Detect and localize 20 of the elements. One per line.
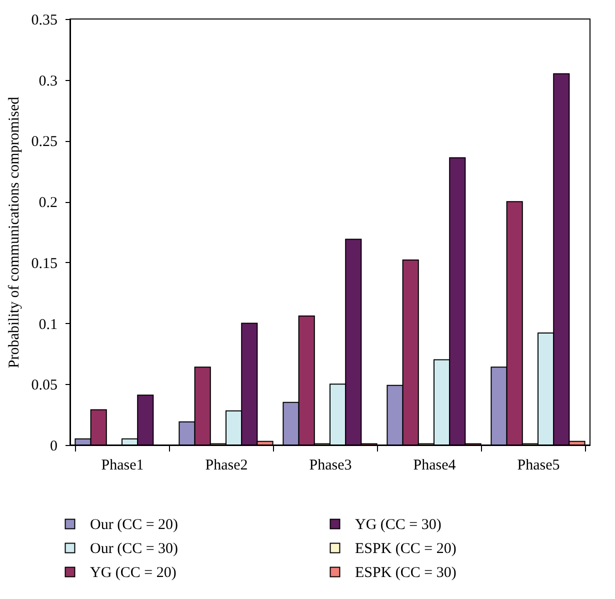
y-tick-label: 0.15 xyxy=(31,256,58,272)
y-tick-label: 0.1 xyxy=(38,316,58,333)
x-tick-label: Phase5 xyxy=(517,458,560,474)
legend-label: YG (CC = 20) xyxy=(90,565,176,581)
x-tick-label: Phase3 xyxy=(309,458,352,474)
x-tick-label: Phase1 xyxy=(101,458,144,474)
y-tick-label: 0.2 xyxy=(38,195,58,212)
y-tick-label: 0 xyxy=(50,438,58,454)
y-tick-label: 0.35 xyxy=(31,12,58,28)
x-tick-label: Phase4 xyxy=(413,458,456,474)
legend-label: YG (CC = 30) xyxy=(355,517,442,533)
legend-label: ESPK (CC = 30) xyxy=(355,565,456,581)
legend-label: ESPK (CC = 20) xyxy=(355,541,456,557)
legend-label: Our (CC = 20) xyxy=(90,517,178,533)
x-tick-label: Phase2 xyxy=(205,458,248,474)
y-tick-label: 0.25 xyxy=(31,134,58,150)
legend-label: Our (CC = 30) xyxy=(90,541,178,557)
y-tick-label: 0.05 xyxy=(31,378,58,394)
y-axis-title: Probability of communications compromised xyxy=(6,96,22,368)
y-tick-label: 0.3 xyxy=(38,73,58,90)
